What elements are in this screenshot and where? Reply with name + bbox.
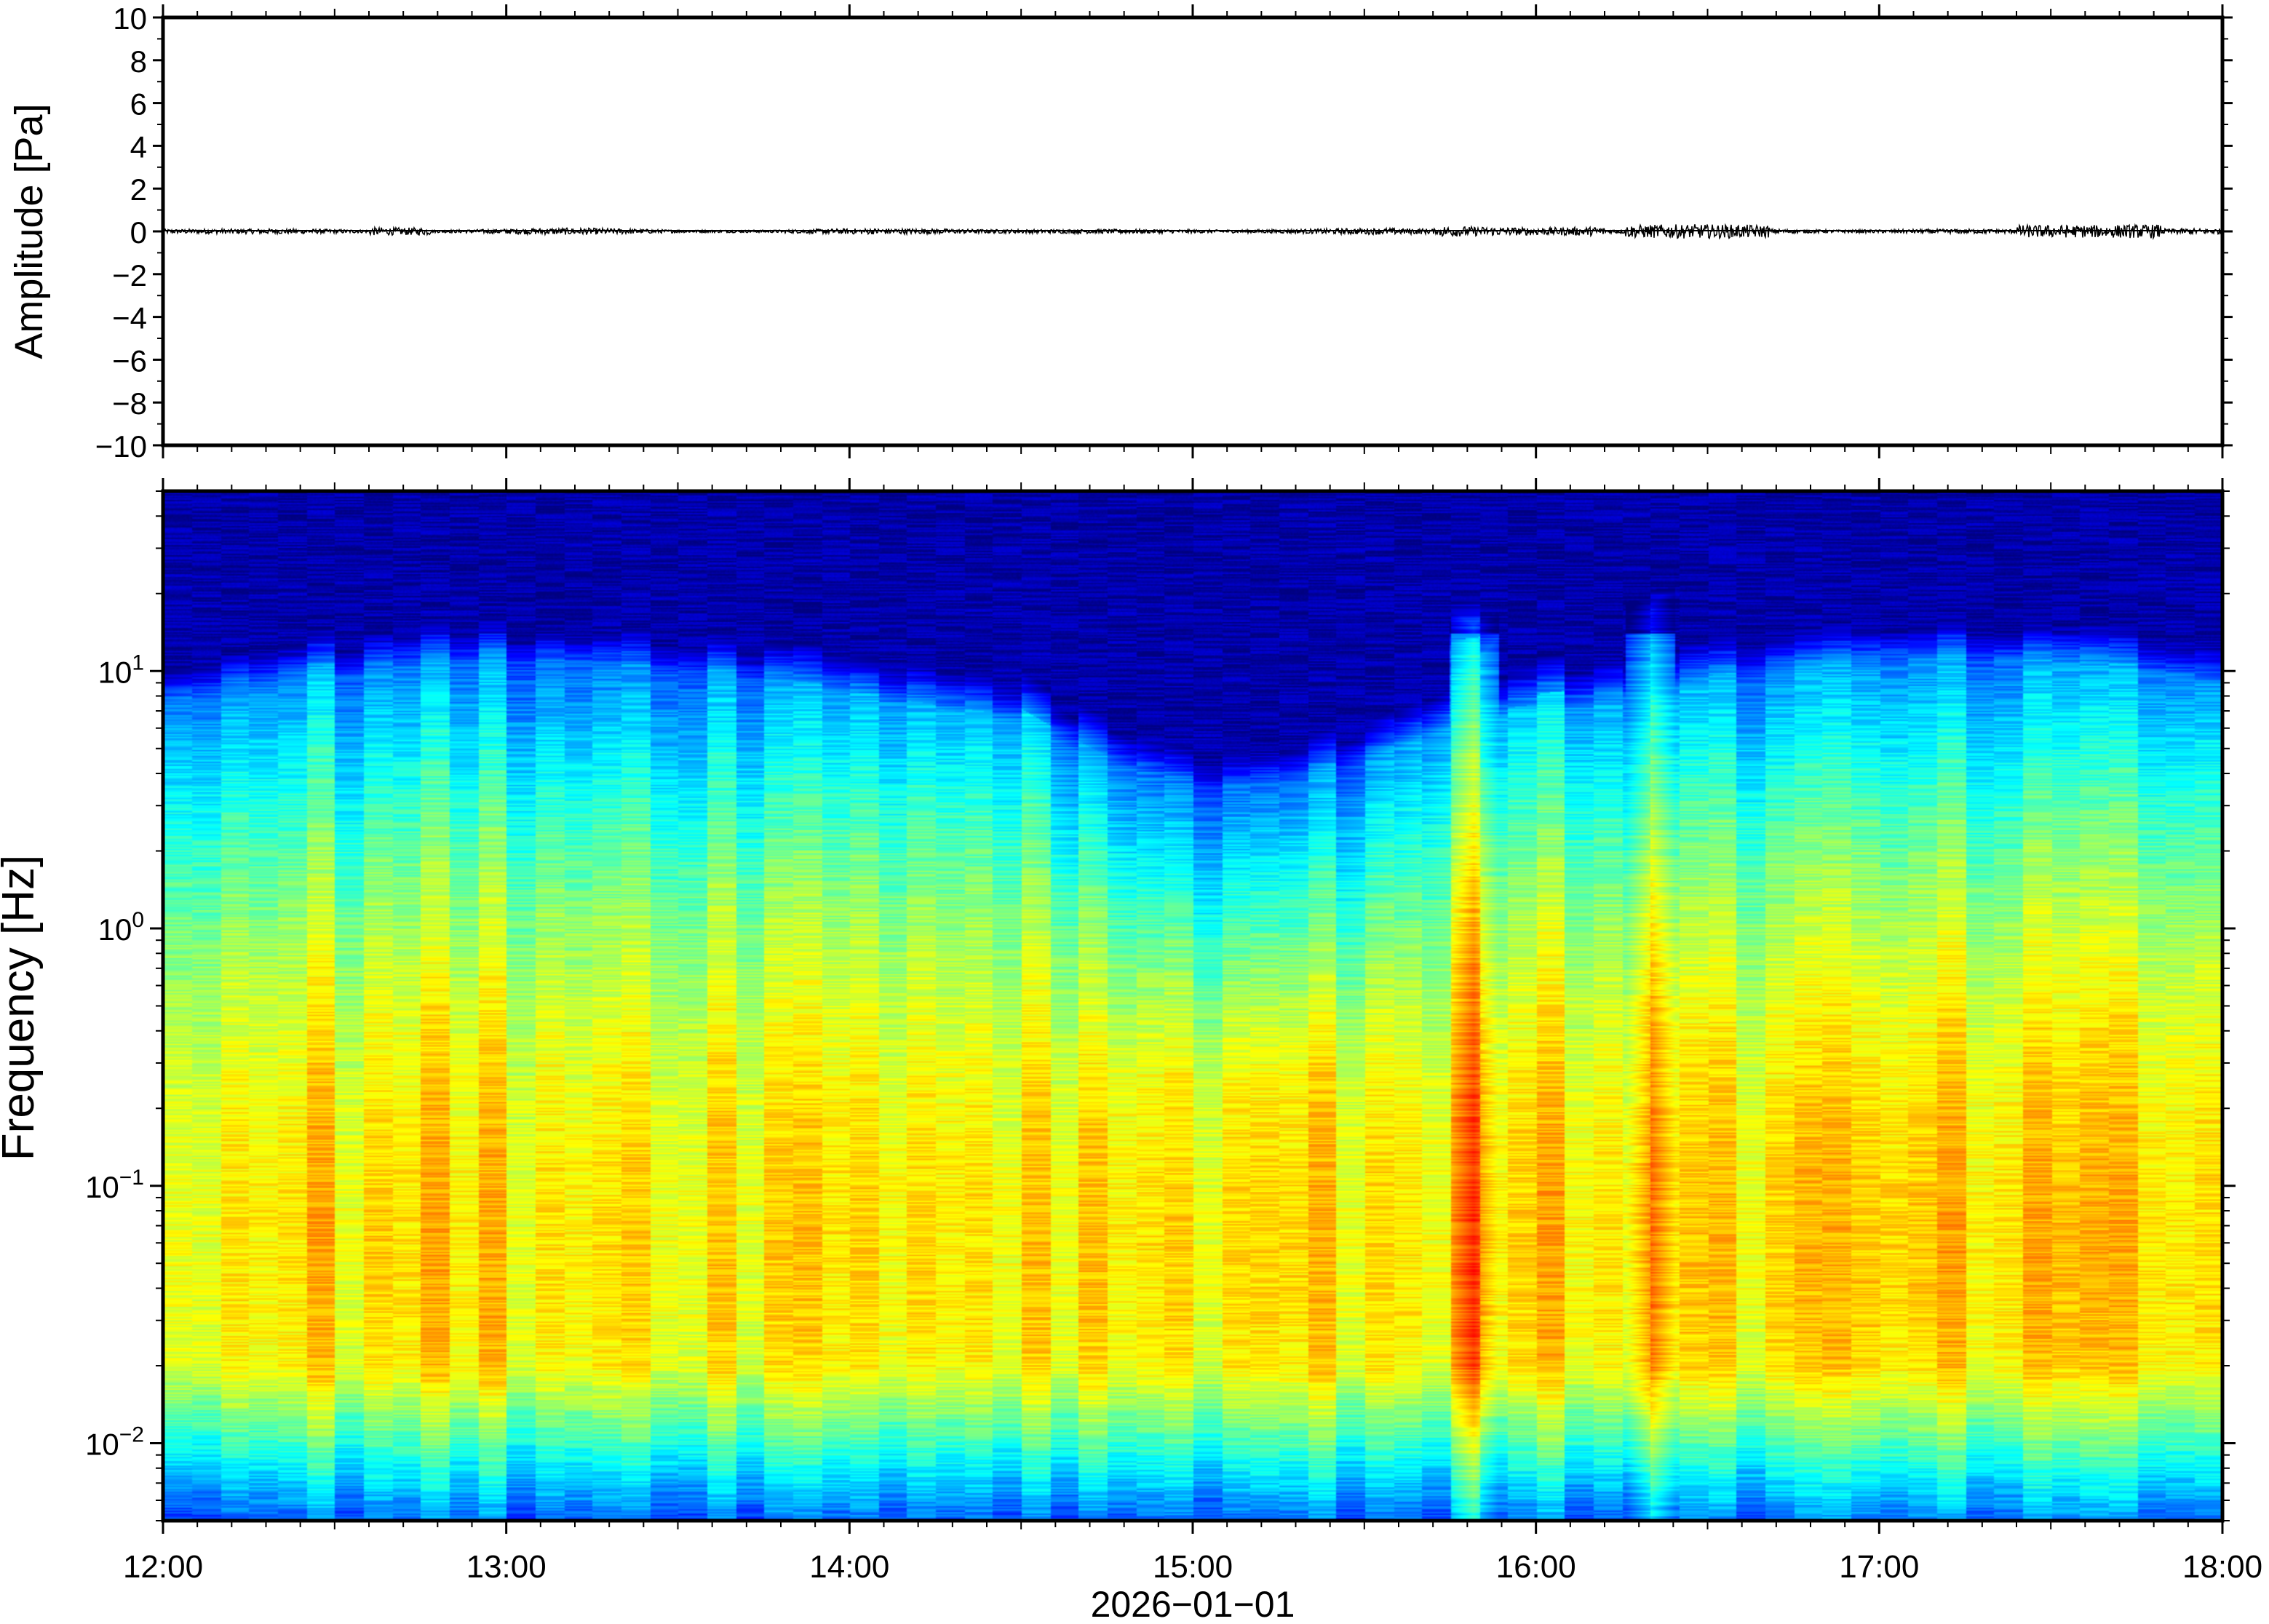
spectrogram-x-tick-label: 12:00	[123, 1549, 203, 1585]
waveform-y-tick-label: −10	[95, 429, 147, 463]
spectrogram-x-tick-label: 15:00	[1153, 1549, 1233, 1585]
waveform-y-tick-label: 4	[130, 130, 147, 164]
spectrogram-y-tick-label: 10−2	[85, 1423, 144, 1462]
waveform-y-tick-label: 6	[130, 87, 147, 122]
spectrogram-x-tick-label: 18:00	[2182, 1549, 2262, 1585]
spectrogram-y-tick-label: 101	[98, 650, 144, 689]
waveform-y-tick-label: −6	[112, 343, 147, 378]
spectrogram-x-tick-label: 16:00	[1496, 1549, 1576, 1585]
spectrogram-x-tick-label: 13:00	[466, 1549, 547, 1585]
waveform-frame	[161, 15, 2225, 447]
spectrogram-y-tick-label: 10−1	[85, 1166, 144, 1204]
spectrogram-heatmap	[163, 491, 2222, 1521]
waveform-y-tick-labels: 10 8 6 4 2 0 −2 −4 −6 −8 −10	[95, 1, 147, 463]
waveform-y-tick-label: −8	[112, 386, 147, 421]
waveform-y-tick-label: 8	[130, 44, 147, 79]
waveform-y-tick-label: −2	[112, 258, 147, 292]
spectrogram-y-axis-label: Frequency [Hz]	[0, 855, 44, 1161]
spectrogram-x-tick-label: 14:00	[809, 1549, 889, 1585]
waveform-trace	[162, 223, 2223, 241]
waveform-y-tick-label: 0	[130, 215, 147, 250]
waveform-y-tick-label: 10	[113, 1, 147, 36]
spectrogram-x-axis-label: 2026−01−01	[1091, 1584, 1295, 1624]
waveform-y-axis-label: Amplitude [Pa]	[7, 103, 51, 359]
waveform-panel: 10 8 6 4 2 0 −2 −4 −6 −8 −10 Amplitude [Pa]	[7, 1, 2233, 463]
spectrogram-x-tick-label: 17:00	[1839, 1549, 1919, 1585]
waveform-y-tick-label: −4	[112, 301, 147, 335]
spectrogram-y-tick-label: 100	[98, 908, 144, 947]
spectrogram-x-tick-labels: 12:00 13:00 14:00 15:00 16:00 17:00 18:00	[123, 1549, 2262, 1585]
spectrogram-y-tick-labels: 101 100 10−1 10−2	[85, 650, 144, 1461]
waveform-y-tick-label: 2	[130, 172, 147, 207]
